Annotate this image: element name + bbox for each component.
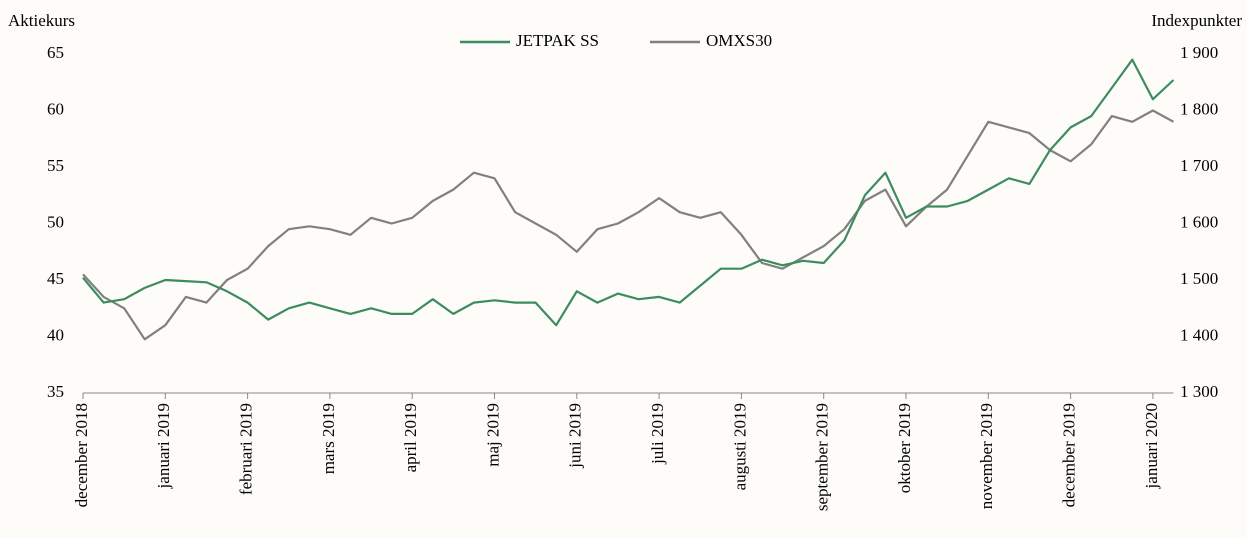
x-tick-label: oktober 2019	[895, 403, 914, 493]
x-tick-label: december 2019	[1060, 403, 1079, 507]
line-series	[82, 109, 1175, 341]
x-tick-label: januari 2020	[1142, 403, 1161, 489]
y-tick-label: 35	[47, 382, 64, 401]
y-tick-label: 40	[47, 325, 64, 344]
x-tick-label: juli 2019	[648, 403, 667, 465]
y-tick-label: 55	[47, 156, 64, 175]
y2-tick-label: 1 700	[1180, 156, 1218, 175]
line-series	[82, 58, 1175, 327]
y-tick-label: 45	[47, 269, 64, 288]
x-tick-label: november 2019	[977, 403, 996, 509]
x-tick-label: september 2019	[813, 403, 832, 511]
x-tick-label: april 2019	[401, 403, 420, 472]
x-tick-label: december 2018	[72, 403, 91, 507]
y-tick-label: 60	[47, 99, 64, 118]
x-tick-label: augusti 2019	[730, 403, 749, 490]
y2-tick-label: 1 500	[1180, 269, 1218, 288]
legend-label: JETPAK SS	[516, 31, 599, 50]
x-tick-label: mars 2019	[319, 403, 338, 474]
y2-tick-label: 1 800	[1180, 99, 1218, 118]
y2-tick-label: 1 400	[1180, 325, 1218, 344]
y2-tick-label: 1 300	[1180, 382, 1218, 401]
x-tick-label: maj 2019	[483, 403, 502, 467]
x-tick-label: februari 2019	[237, 403, 256, 495]
x-tick-label: januari 2019	[154, 403, 173, 489]
y2-axis-label: Indexpunkter	[1151, 11, 1242, 30]
y2-tick-label: 1 900	[1180, 43, 1218, 62]
x-tick-label: juni 2019	[566, 403, 585, 469]
legend-label: OMXS30	[706, 31, 772, 50]
y-axis-label: Aktiekurs	[8, 11, 75, 30]
y-tick-label: 65	[47, 43, 64, 62]
y2-tick-label: 1 600	[1180, 212, 1218, 231]
y-tick-label: 50	[47, 212, 64, 231]
